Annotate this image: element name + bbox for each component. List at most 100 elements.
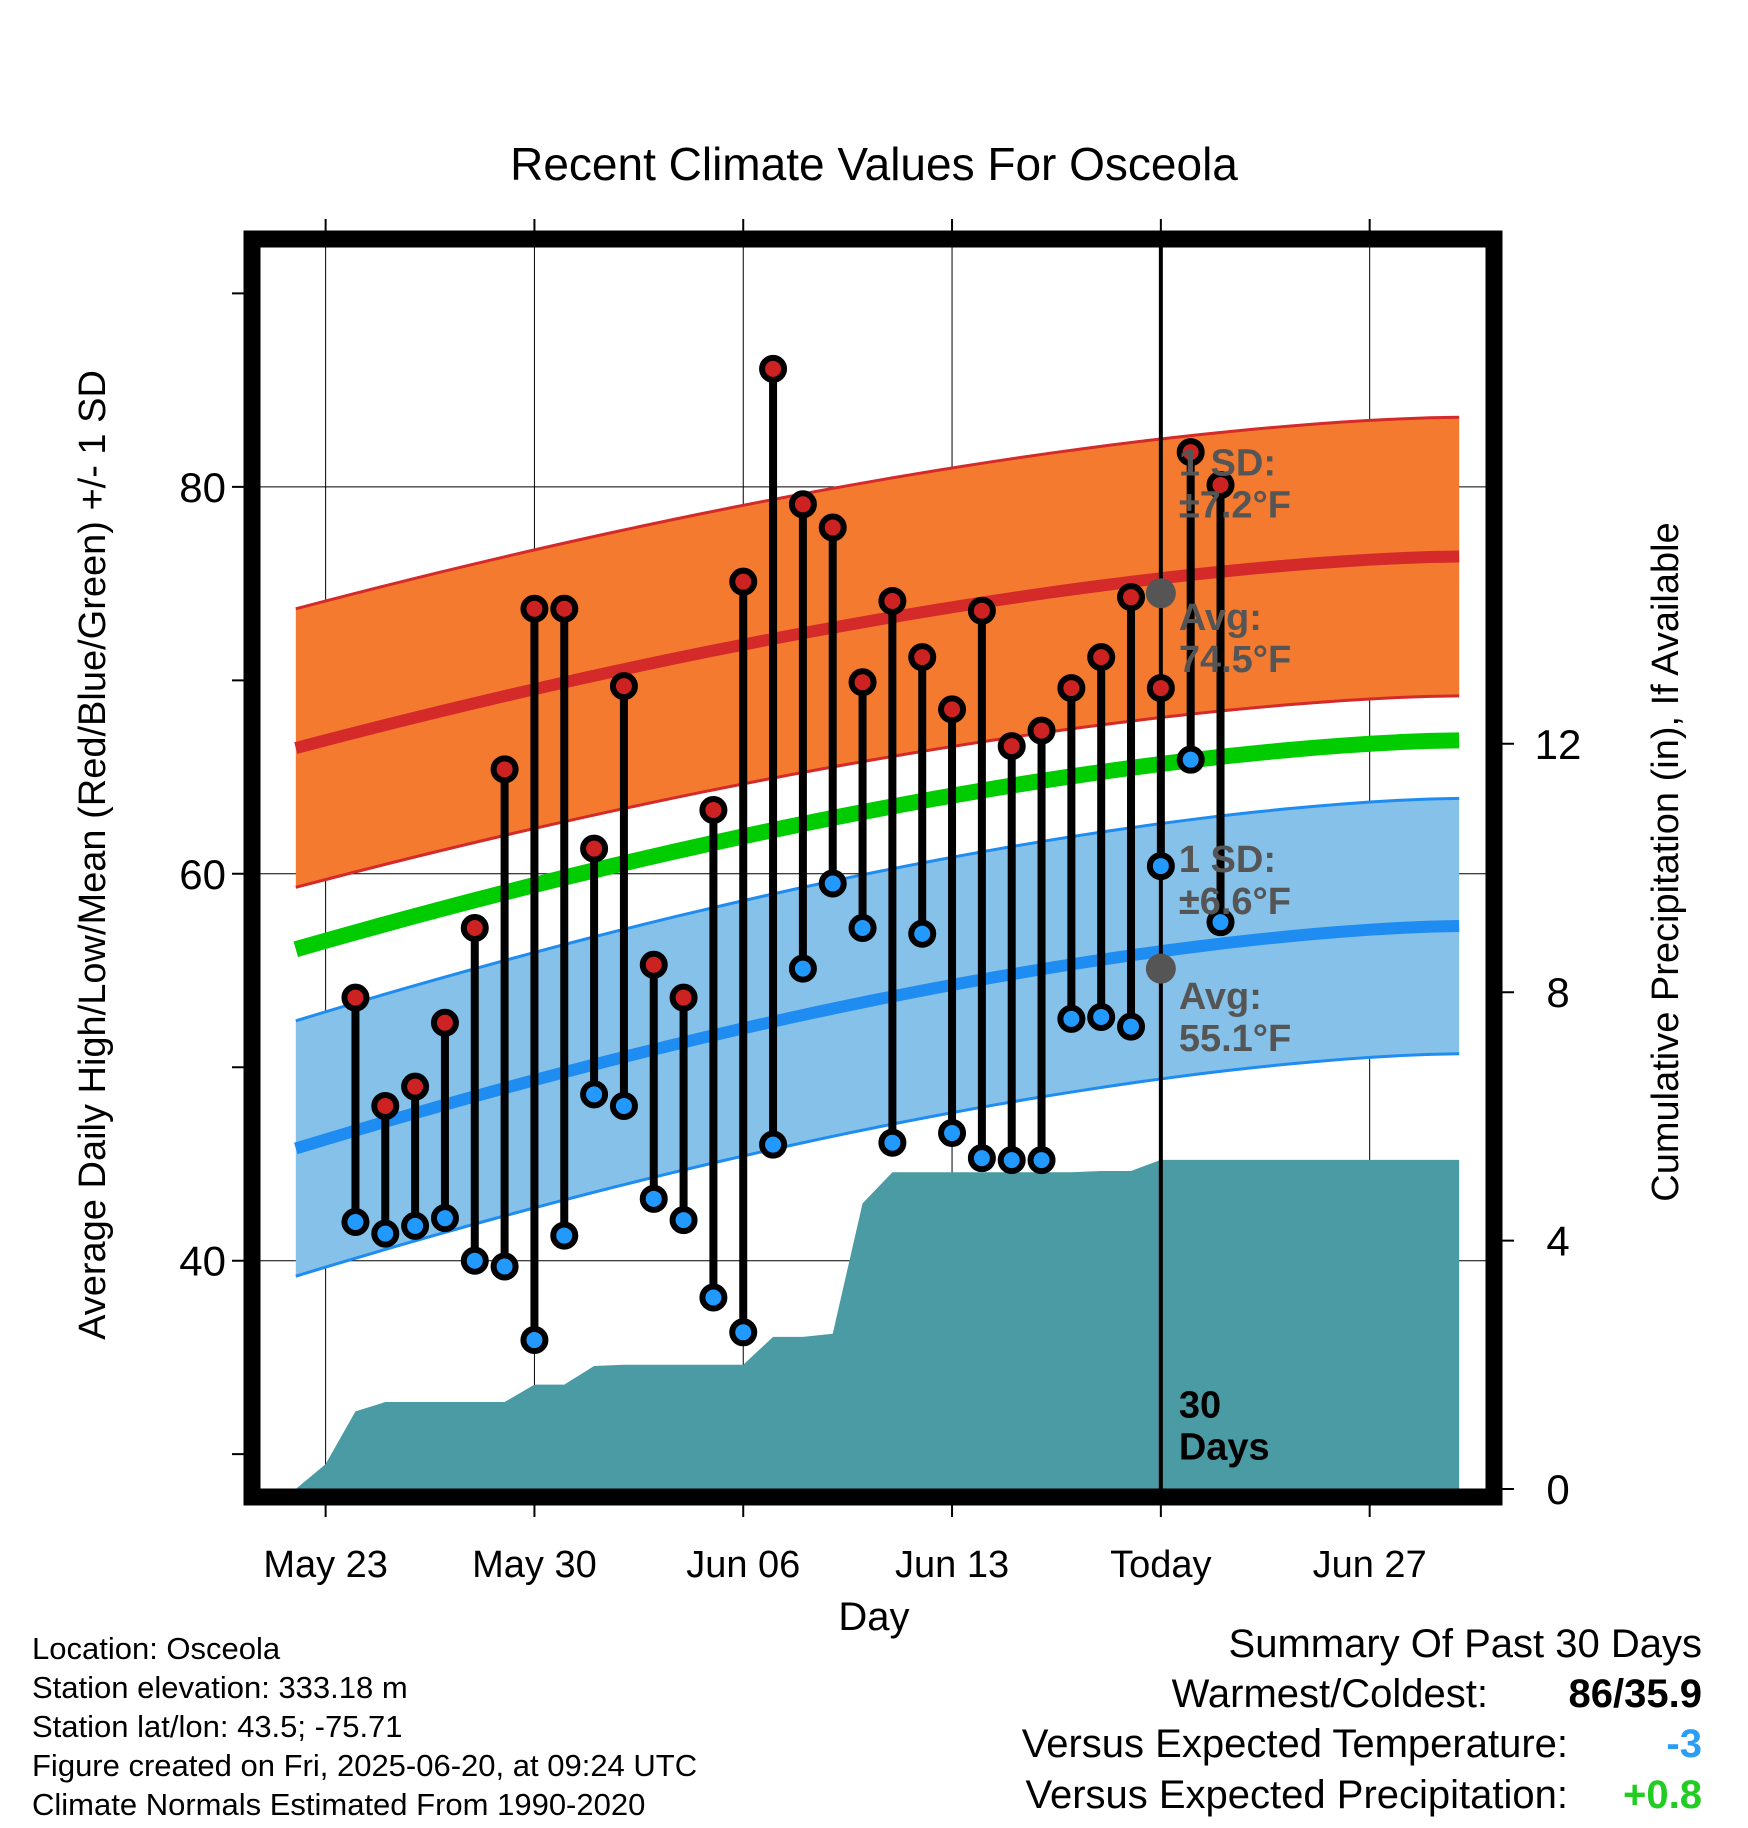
today-high-avg-marker	[1145, 578, 1176, 609]
low-point	[430, 1204, 459, 1233]
latlon-text: Station lat/lon: 43.5; -75.71	[32, 1709, 403, 1744]
low-point	[759, 1130, 788, 1159]
normal-low-line	[294, 920, 1460, 1155]
low-point	[1087, 1002, 1116, 1031]
y2-tick-label: 8	[1546, 969, 1569, 1016]
low-point	[520, 1326, 549, 1355]
x-axis-label: Day	[838, 1595, 909, 1639]
plot-frame	[243, 230, 1503, 1506]
location-text: Location: Osceola	[32, 1631, 281, 1666]
annotation-line2: 55.1°F	[1179, 1018, 1291, 1060]
y-tick-label: 80	[179, 464, 226, 511]
high-point	[401, 1072, 430, 1101]
high-point	[967, 596, 996, 625]
high-point	[669, 983, 698, 1012]
low-point	[908, 919, 937, 948]
low-point	[669, 1206, 698, 1235]
normal-low-sd-band	[295, 798, 1460, 1277]
high-point	[729, 567, 758, 596]
x-tick-label: May 30	[472, 1544, 597, 1586]
low-point	[341, 1208, 370, 1237]
summary-title: Summary Of Past 30 Days	[1228, 1622, 1702, 1666]
high-point	[818, 513, 847, 542]
low-point	[550, 1221, 579, 1250]
low-point	[401, 1211, 430, 1240]
normal-low-upper-edge	[295, 796, 1460, 1023]
normal-high-upper-edge	[295, 415, 1460, 611]
low-point	[729, 1318, 758, 1347]
low-point	[609, 1091, 638, 1120]
low-point	[967, 1144, 996, 1173]
annotation-line1: Avg:	[1179, 976, 1262, 1018]
precip-area	[295, 1159, 1460, 1489]
y2-tick-label: 0	[1546, 1466, 1569, 1513]
high-point	[460, 913, 489, 942]
high-point	[908, 643, 937, 672]
normal-high-line	[294, 550, 1460, 754]
low-point	[848, 913, 877, 942]
low-point	[1027, 1146, 1056, 1175]
high-point	[371, 1091, 400, 1120]
low-point	[1146, 852, 1175, 881]
high-point	[609, 672, 638, 701]
x-tick-label: Jun 13	[895, 1544, 1009, 1586]
high-point	[1146, 674, 1175, 703]
high-point	[490, 755, 519, 784]
y-tick-label: 60	[179, 851, 226, 898]
high-point	[1057, 674, 1086, 703]
high-point	[1176, 438, 1205, 467]
low-point	[371, 1219, 400, 1248]
y-tick-label: 40	[179, 1238, 226, 1285]
annotation-line1: 30	[1179, 1384, 1221, 1426]
y2-axis-label: Cumulative Precipitation (in), If Availa…	[1645, 522, 1687, 1201]
low-point	[639, 1184, 668, 1213]
warm-cold-value: 86/35.9	[1568, 1672, 1702, 1716]
high-point	[788, 490, 817, 519]
low-point	[878, 1128, 907, 1157]
plot-content	[293, 247, 1460, 1489]
high-point	[759, 354, 788, 383]
y-axis-label: Average Daily High/Low/Mean (Red/Blue/Gr…	[72, 370, 114, 1340]
high-point	[1087, 643, 1116, 672]
high-point	[1206, 470, 1235, 499]
annotation-line2: Days	[1179, 1426, 1270, 1468]
low-point	[1206, 908, 1235, 937]
low-point	[1176, 745, 1205, 774]
chart-title: Recent Climate Values For Osceola	[510, 138, 1238, 190]
high-point	[430, 1008, 459, 1037]
annotation-line2: ±6.6°F	[1179, 881, 1291, 923]
annotation-line2: 74.5°F	[1179, 639, 1291, 681]
low-point	[699, 1283, 728, 1312]
annotation-line1: Avg:	[1179, 597, 1262, 639]
low-point	[1057, 1004, 1086, 1033]
low-point	[490, 1252, 519, 1281]
low-point	[818, 869, 847, 898]
high-point	[341, 983, 370, 1012]
y2-tick-label: 4	[1546, 1218, 1569, 1265]
high-point	[580, 834, 609, 863]
high-point	[1027, 716, 1056, 745]
low-point	[938, 1119, 967, 1148]
high-point	[699, 795, 728, 824]
temp-vs-expected-value: -3	[1666, 1722, 1702, 1766]
high-point	[1117, 583, 1146, 612]
normal-mean-line	[293, 732, 1460, 957]
today-low-avg-marker	[1145, 953, 1176, 984]
precip-vs-expected-label: Versus Expected Precipitation:	[1025, 1773, 1568, 1817]
x-tick-label: Jun 06	[686, 1544, 800, 1586]
annotation-line1: 1 SD:	[1179, 442, 1276, 484]
annotation-line2: ±7.2°F	[1179, 484, 1291, 526]
warm-cold-label: Warmest/Coldest:	[1171, 1672, 1488, 1716]
normal-high-sd-band	[295, 417, 1460, 888]
high-point	[997, 732, 1026, 761]
precip-vs-expected-value: +0.8	[1623, 1773, 1702, 1817]
high-point	[520, 594, 549, 623]
low-point	[1117, 1012, 1146, 1041]
low-point	[997, 1146, 1026, 1175]
created-text: Figure created on Fri, 2025-06-20, at 09…	[32, 1748, 698, 1783]
temp-vs-expected-label: Versus Expected Temperature:	[1021, 1722, 1568, 1766]
low-point	[788, 954, 817, 983]
y2-tick-label: 12	[1535, 721, 1582, 768]
high-point	[878, 587, 907, 616]
